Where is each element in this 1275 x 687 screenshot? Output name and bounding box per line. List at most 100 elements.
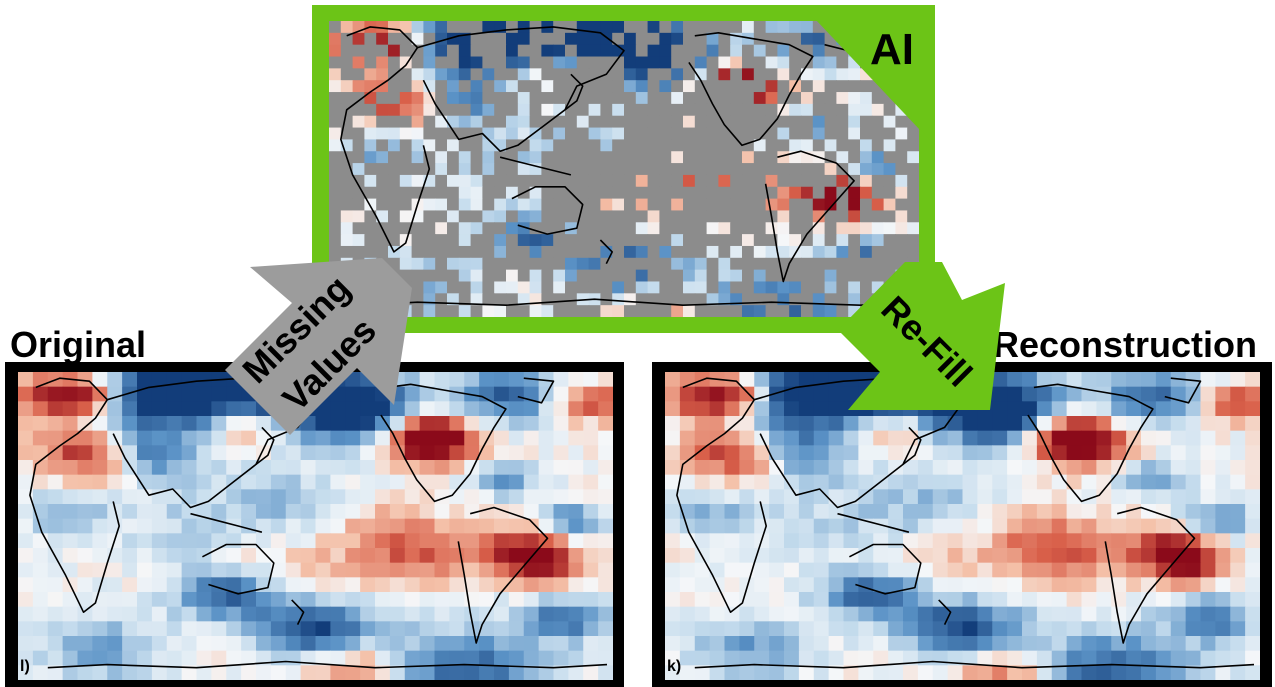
original-grid-cell — [151, 416, 168, 432]
ai-grid-cell — [517, 56, 531, 69]
ai-grid-cell — [836, 210, 849, 223]
ai-grid-cell — [458, 139, 472, 152]
ai-grid-cell — [517, 234, 531, 247]
original-grid-cell — [375, 636, 391, 652]
reconstruction-grid-cell — [724, 474, 740, 490]
original-grid-cell — [598, 650, 613, 666]
original-grid-cell — [538, 489, 555, 505]
ai-coastline — [340, 26, 431, 253]
reconstruction-grid-cell — [1215, 606, 1231, 622]
ai-grid-cell — [340, 92, 354, 105]
ai-grid-cell — [824, 281, 837, 294]
ai-grid-cell — [565, 115, 578, 129]
ai-grid-cell — [399, 127, 413, 140]
original-grid-cell — [345, 548, 361, 564]
ai-grid-cell — [329, 139, 342, 152]
original-grid-cell — [92, 650, 108, 666]
ai-grid-cell — [801, 139, 814, 152]
ai-grid-cell — [812, 269, 826, 283]
original-grid-cell — [62, 650, 79, 666]
reconstruction-grid-cell — [858, 445, 874, 461]
original-grid-cell — [404, 650, 421, 666]
ai-grid-cell — [659, 21, 672, 34]
original-grid-cell — [166, 548, 183, 564]
reconstruction-grid-cell — [709, 533, 726, 549]
reconstruction-grid-cell — [724, 562, 740, 578]
original-grid-cell — [196, 562, 212, 578]
ai-grid-cell — [435, 68, 448, 81]
reconstruction-grid-cell — [1051, 372, 1068, 388]
original-grid-cell — [285, 533, 302, 549]
reconstruction-grid-cell — [1215, 386, 1231, 402]
ai-grid-cell — [458, 210, 472, 223]
reconstruction-grid-cell — [962, 504, 978, 520]
original-grid-cell — [92, 665, 108, 680]
ai-grid-cell — [718, 174, 731, 188]
reconstruction-grid-cell — [903, 489, 919, 505]
ai-grid-cell — [576, 257, 590, 271]
original-grid-cell — [166, 562, 183, 578]
ai-grid-cell — [612, 257, 625, 271]
ai-grid-cell — [895, 127, 908, 140]
ai-grid-cell — [718, 305, 731, 317]
ai-grid-cell — [329, 44, 342, 58]
reconstruction-grid-cell — [813, 548, 830, 564]
ai-grid-cell — [364, 139, 377, 152]
ai-grid-cell — [529, 210, 542, 223]
ai-grid-cell — [411, 21, 424, 34]
reconstruction-grid-cell — [1007, 650, 1023, 666]
ai-grid-cell — [340, 210, 354, 223]
ai-grid-cell — [329, 92, 342, 105]
ai-grid-cell — [671, 32, 684, 46]
reconstruction-grid-cell — [917, 621, 934, 637]
reconstruction-grid-cell — [888, 445, 904, 461]
ai-grid-cell — [777, 222, 790, 235]
ai-grid-cell — [506, 68, 519, 81]
ai-grid-cell — [600, 92, 613, 105]
ai-grid-cell — [529, 234, 542, 247]
original-grid-cell — [270, 621, 287, 637]
original-grid-cell — [523, 430, 540, 446]
original-grid-cell — [508, 665, 525, 680]
reconstruction-grid-cell — [784, 416, 800, 432]
ai-grid-cell — [848, 245, 861, 259]
ai-grid-cell — [753, 56, 767, 69]
original-grid-cell — [494, 533, 510, 549]
original-grid-cell — [523, 533, 540, 549]
reconstruction-grid-cell — [1230, 430, 1246, 446]
reconstruction-grid-cell — [813, 386, 830, 402]
ai-grid-cell — [753, 210, 767, 223]
reconstruction-grid-cell — [709, 504, 726, 520]
reconstruction-grid-cell — [888, 606, 904, 622]
ai-grid-cell — [541, 281, 554, 294]
ai-grid-cell — [517, 257, 531, 271]
ai-grid-cell — [683, 269, 696, 283]
original-grid-cell — [360, 401, 376, 417]
ai-grid-cell — [860, 198, 873, 212]
reconstruction-grid-cell — [1126, 665, 1142, 680]
reconstruction-grid-cell — [1141, 386, 1157, 402]
original-grid-cell — [270, 636, 287, 652]
ai-grid-cell — [777, 305, 790, 317]
reconstruction-grid-cell — [917, 665, 934, 680]
reconstruction-grid-cell — [858, 460, 874, 476]
ai-grid-cell — [706, 186, 719, 200]
reconstruction-grid-cell — [1245, 533, 1260, 549]
original-grid-cell — [508, 445, 525, 461]
ai-grid-cell — [895, 198, 908, 212]
ai-grid-cell — [506, 92, 519, 105]
original-grid-cell — [241, 401, 257, 417]
ai-grid-cell — [352, 151, 365, 164]
reconstruction-grid-cell — [1066, 548, 1083, 564]
original-grid-cell — [122, 372, 138, 388]
reconstruction-grid-cell — [1111, 430, 1127, 446]
ai-grid-cell — [647, 56, 660, 69]
original-grid-cell — [583, 401, 599, 417]
original-grid-cell — [77, 474, 93, 490]
original-grid-cell — [538, 621, 555, 637]
reconstruction-grid-cell — [992, 533, 1008, 549]
ai-grid-cell — [470, 222, 483, 235]
ai-grid-cell — [329, 21, 342, 34]
ai-grid-cell — [423, 103, 436, 117]
reconstruction-grid-cell — [1185, 460, 1202, 476]
